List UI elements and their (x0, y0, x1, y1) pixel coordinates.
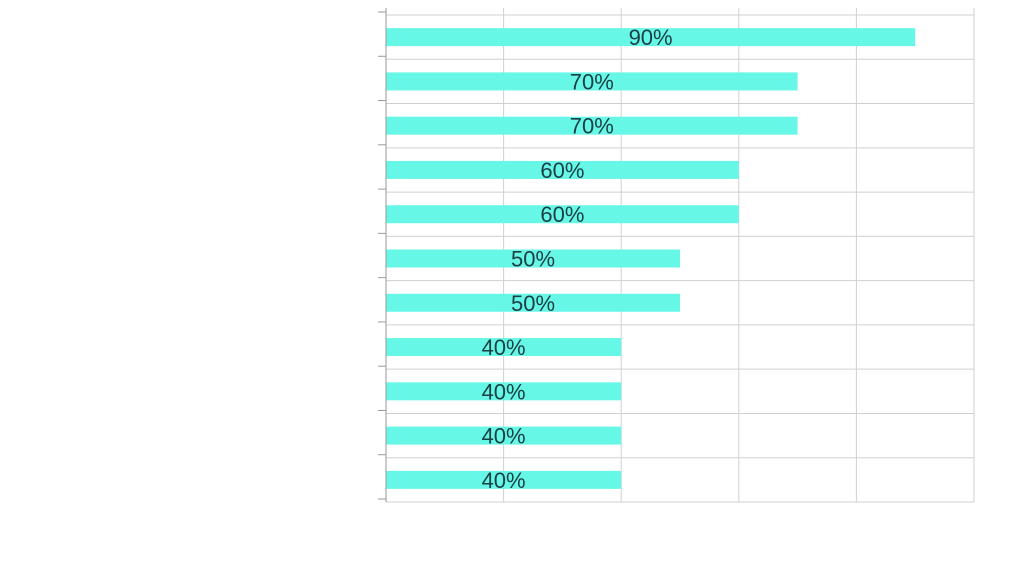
bar (386, 205, 739, 224)
bar-value-label: 70% (570, 114, 614, 139)
bar (386, 293, 680, 312)
bar-value-label: 90% (629, 25, 673, 50)
bar-value-label: 40% (482, 468, 526, 493)
bar-value-label: 40% (482, 335, 526, 360)
bar-value-label: 60% (540, 158, 584, 183)
bar-value-label: 60% (540, 202, 584, 227)
bar (386, 72, 798, 91)
bar (386, 116, 798, 135)
bars (386, 28, 916, 489)
bar-value-label: 70% (570, 69, 614, 94)
bar-value-label: 40% (482, 424, 526, 449)
bar-value-label: 40% (482, 379, 526, 404)
bar-value-label: 50% (511, 291, 555, 316)
bar (386, 249, 680, 268)
bar (386, 28, 916, 47)
bar (386, 426, 622, 445)
bar (386, 382, 622, 401)
bar (386, 160, 739, 179)
data-labels: 90% 70% 70% 60% 60% 50% 50% 40% 40% 40% 40% (482, 25, 673, 493)
bar (386, 338, 622, 357)
grid-lines (385, 8, 975, 503)
bar (386, 470, 622, 489)
bar-value-label: 50% (511, 247, 555, 272)
axes (378, 8, 387, 502)
